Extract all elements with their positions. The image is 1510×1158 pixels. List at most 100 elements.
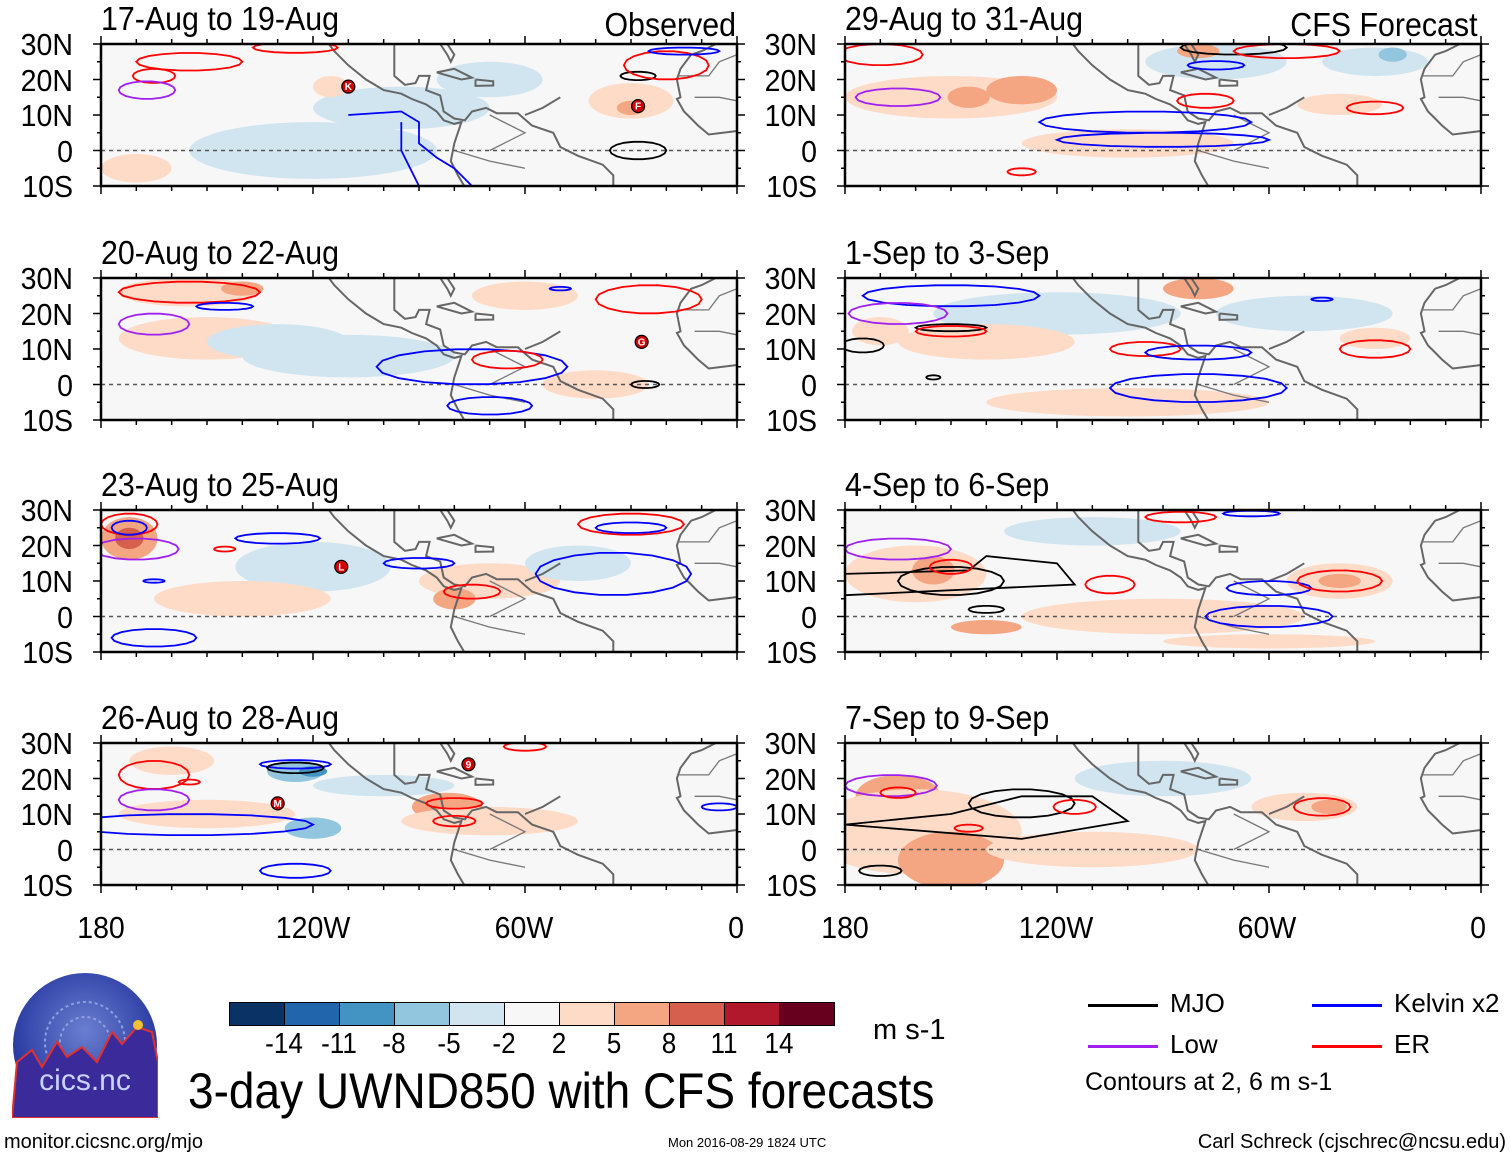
coastline — [327, 510, 466, 652]
wind-anomaly-shading — [433, 588, 476, 610]
observed-label: Observed — [604, 6, 736, 43]
border — [1438, 330, 1481, 336]
map-plot: L — [93, 502, 745, 660]
contour-low — [117, 312, 191, 336]
contour-er — [622, 50, 710, 81]
contour-mjo — [265, 761, 325, 774]
coastline — [1071, 510, 1210, 652]
colorbar — [229, 1002, 835, 1026]
contour-er — [442, 583, 502, 600]
map-plot — [837, 36, 1489, 194]
border — [1198, 848, 1270, 868]
wind-anomaly-shading — [313, 774, 455, 797]
coastline — [524, 795, 561, 815]
contour-mjo — [1179, 44, 1289, 56]
coastline — [675, 510, 737, 602]
lon-label: 0 — [728, 910, 744, 945]
contour-kelvin — [110, 628, 198, 648]
border — [489, 580, 527, 618]
colorbar-swatch — [780, 1003, 834, 1025]
wind-anomaly-shading — [1163, 634, 1375, 649]
coastline — [436, 67, 476, 81]
wind-anomaly-shading — [951, 620, 1022, 635]
border — [454, 383, 526, 403]
contour-er — [1292, 797, 1352, 817]
coastline — [1419, 278, 1481, 370]
coastline — [474, 544, 495, 553]
cics-logo: cics.nc — [10, 972, 159, 1119]
storm-letter: M — [273, 799, 281, 810]
border — [676, 520, 737, 543]
panel-title: 17-Aug to 19-Aug — [101, 0, 339, 37]
contour-kelvin — [101, 813, 316, 836]
coastline — [1180, 766, 1220, 780]
coastline — [1419, 510, 1481, 602]
storm-letter: L — [338, 562, 344, 573]
lon-label: 60W — [494, 910, 554, 945]
contour-er — [879, 786, 917, 799]
coastline — [1419, 44, 1481, 136]
contour-mjo — [845, 337, 885, 354]
coastline — [394, 743, 456, 764]
border — [489, 813, 527, 851]
wind-anomaly-shading — [129, 746, 215, 775]
wind-anomaly-shading — [235, 541, 391, 592]
wind-anomaly-shading — [542, 370, 649, 399]
coastline — [1419, 743, 1481, 835]
legend-line — [1312, 1003, 1382, 1007]
legend-label: Kelvin x2 — [1394, 988, 1500, 1018]
lat-label: 30N — [764, 726, 817, 761]
lat-label: 0 — [801, 599, 817, 635]
colorbar-units: m s-1 — [873, 1014, 946, 1046]
panel-title: 4-Sep to 6-Sep — [845, 466, 1050, 503]
lat-label: 0 — [801, 367, 817, 403]
contour-er — [1338, 339, 1412, 359]
lat-label: 20N — [20, 528, 73, 564]
lat-label: 30N — [20, 493, 73, 528]
lat-label: 20N — [764, 528, 817, 564]
colorbar-tick-label: 11 — [710, 1028, 738, 1060]
contour-er — [117, 760, 191, 790]
wind-anomaly-shading — [221, 281, 264, 296]
lat-label: 10N — [764, 332, 817, 367]
legend-line — [1088, 1044, 1158, 1048]
contour-low — [854, 87, 942, 107]
lat-label: 20N — [764, 62, 817, 98]
contour-er — [502, 743, 548, 752]
panel-title: 20-Aug to 22-Aug — [101, 234, 339, 271]
wind-anomaly-shading — [986, 388, 1269, 417]
coastline — [1268, 330, 1305, 350]
lat-label: 30N — [764, 493, 817, 528]
coastline — [1218, 777, 1239, 786]
coastline — [524, 562, 561, 582]
contour-mjo — [967, 788, 1076, 819]
wind-anomaly-shading — [1216, 295, 1393, 332]
contour-kelvin — [1204, 605, 1334, 628]
border — [676, 288, 737, 311]
border — [694, 562, 737, 568]
coastline — [436, 766, 476, 780]
wind-anomaly-shading — [986, 831, 1199, 868]
tropical-cyclone-icon: 9 — [461, 757, 476, 772]
legend-note: Contours at 2, 6 m s-1 — [1085, 1068, 1333, 1096]
lat-label: 10S — [766, 169, 817, 204]
coastline — [1138, 44, 1200, 65]
contour-mjo — [608, 140, 668, 161]
contour-er — [576, 512, 686, 536]
contour-er — [845, 44, 924, 66]
contour-mjo — [845, 795, 1131, 840]
border — [1438, 562, 1481, 568]
lat-label: 20N — [20, 296, 73, 332]
coastline — [1218, 78, 1239, 87]
coastline — [1218, 312, 1239, 321]
contour-low — [117, 788, 191, 812]
lon-label: 0 — [1470, 910, 1486, 945]
contour-mjo — [629, 380, 661, 389]
tropical-cyclone-icon: K — [341, 79, 356, 94]
border — [1420, 753, 1481, 776]
contour-er — [1084, 574, 1136, 595]
legend-item-er: ER — [1312, 1029, 1430, 1060]
contour-kelvin — [1186, 60, 1246, 71]
border — [1420, 288, 1481, 311]
legend-line — [1088, 1003, 1158, 1007]
